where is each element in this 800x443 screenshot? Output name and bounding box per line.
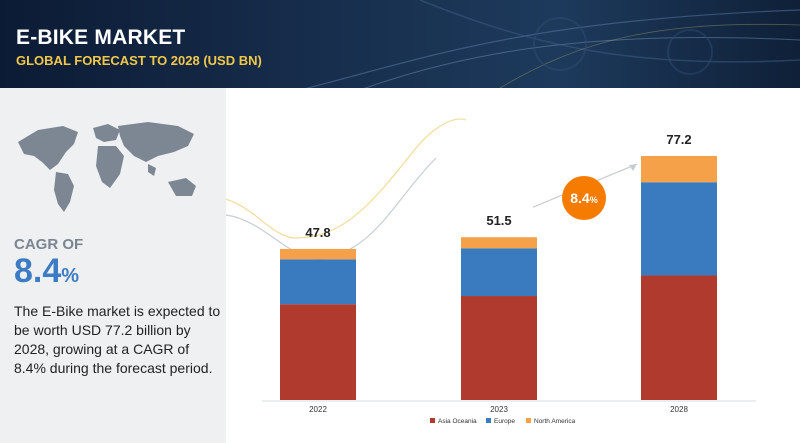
growth-arrow-head [629,164,637,171]
bar-europe-2022 [280,259,356,305]
bar-asia-oceania-2028 [641,275,717,400]
bar-europe-2028 [641,182,717,276]
world-map-icon [18,122,196,212]
bar-europe-2023 [461,248,537,297]
bar-asia-oceania-2022 [280,304,356,400]
legend-label-asia-oceania: Asia Oceania [438,418,477,425]
bar-north-america-2023 [461,237,537,249]
x-tick-label-2022: 2022 [309,405,327,414]
bar-asia-oceania-2023 [461,296,537,400]
cagr-bubble-unit: % [590,195,598,205]
cagr-bubble [562,176,606,220]
labels-group: 47.8 2022 51.5 2023 77.2 2028 8.4% [305,132,691,414]
total-label-2028: 77.2 [666,132,691,147]
stacked-bar-chart: 47.8 2022 51.5 2023 77.2 2028 8.4% Asia Oceani… [226,118,756,425]
summary-description: The E-Bike market is expected to be wort… [14,303,221,376]
decorative-curve-yellow [226,118,467,239]
legend-swatch-europe [486,418,491,423]
cagr-unit: % [61,265,80,287]
bar-north-america-2022 [280,248,356,260]
cagr-label: CAGR OF [14,236,84,253]
page-title: E-BIKE MARKET [16,26,186,49]
cagr-value: 8.4% [14,252,79,291]
legend-label-europe: Europe [494,418,515,425]
total-label-2023: 51.5 [486,213,511,228]
total-label-2022: 47.8 [305,225,330,240]
header-banner: E-BIKE MARKET GLOBAL FORECAST TO 2028 (U… [0,0,800,88]
cagr-bubble-label: 8.4% [570,190,597,206]
legend-swatch-north-america [526,418,531,423]
x-tick-label-2023: 2023 [490,405,508,414]
cagr-bubble-number: 8.4 [570,190,590,206]
x-tick-label-2028: 2028 [670,405,688,414]
legend-swatch-asia-oceania [430,418,435,423]
legend-label-north-america: North America [534,418,576,425]
legend: Asia Oceania Europe North America [430,418,576,425]
banner-light-trails [305,0,800,88]
page-subtitle: GLOBAL FORECAST TO 2028 (USD BN) [16,53,262,68]
cagr-number: 8.4 [14,252,62,290]
bars-group [280,156,717,400]
decorative-curve-grey [226,157,437,260]
bar-north-america-2028 [641,156,717,183]
